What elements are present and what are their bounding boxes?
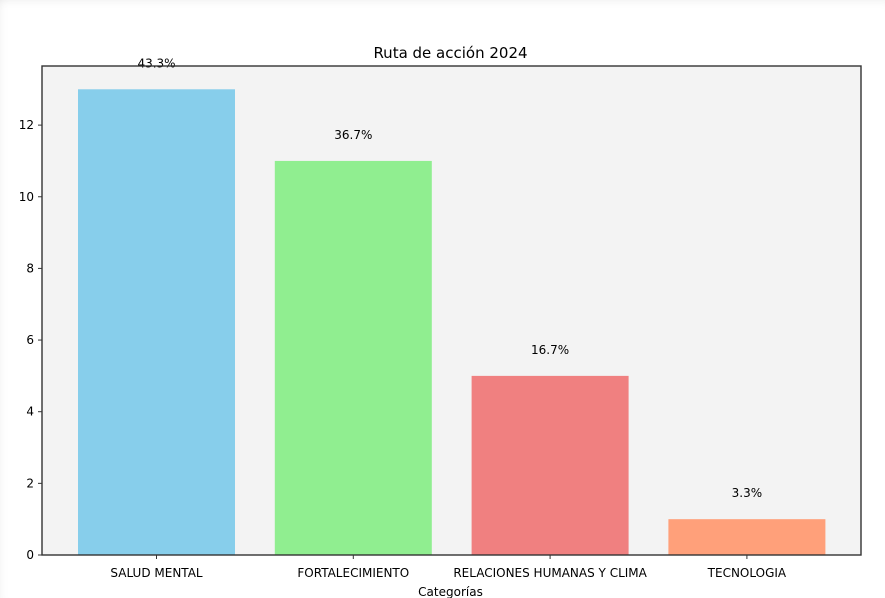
x-axis-label: Categorías [418,585,483,598]
y-tick-label: 6 [26,333,34,347]
y-tick-label: 12 [19,118,34,132]
x-tick-label: TECNOLOGIA [707,566,787,580]
y-axis: 0 2 4 6 8 10 12 [19,118,42,562]
x-tick-label: SALUD MENTAL [110,566,202,580]
data-label: 16.7% [531,343,569,357]
data-labels: 43.3% 36.7% 16.7% 3.3% [137,56,762,500]
data-label: 36.7% [334,128,372,142]
y-tick-label: 8 [26,261,34,275]
y-tick-label: 4 [26,405,34,419]
bar-salud-mental [78,89,235,556]
x-axis: SALUD MENTAL FORTALECIMIENTO RELACIONES HU… [110,555,787,580]
bar-relaciones-humanas-y-clima [471,375,629,555]
bar-fortalecimiento [274,160,432,555]
data-label: 43.3% [137,56,175,70]
y-tick-label: 0 [26,548,34,562]
y-tick-label: 10 [19,190,34,204]
data-label: 3.3% [732,486,763,500]
bar-series [78,89,826,556]
x-tick-label: FORTALECIMIENTO [297,566,409,580]
bar-tecnologia [668,519,826,555]
plot-frame [41,65,862,556]
chart-title: Ruta de acción 2024 [373,44,527,62]
y-tick-label: 2 [26,476,34,490]
x-tick-label: RELACIONES HUMANAS Y CLIMA [453,566,647,580]
